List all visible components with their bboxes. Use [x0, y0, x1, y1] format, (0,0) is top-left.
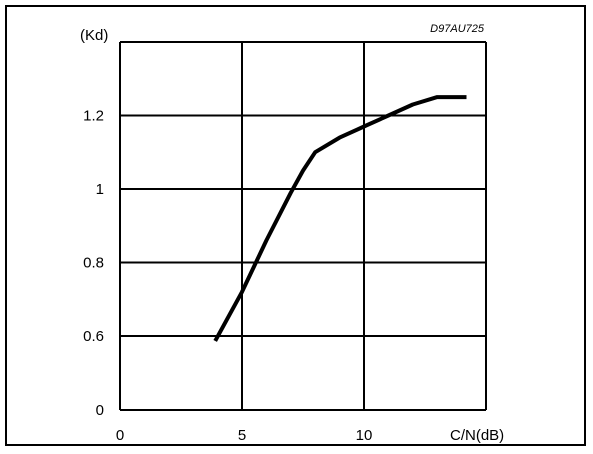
y-tick-labels: 0 0.6 0.8 1 1.2 — [83, 108, 104, 420]
x-tick-label: 0 — [116, 427, 124, 444]
y-tick-label: 1 — [96, 181, 104, 198]
figure-code-label: D97AU725 — [430, 23, 485, 35]
chart-frame — [5, 5, 586, 446]
x-tick-labels: 0 5 10 — [116, 427, 373, 444]
x-tick-label: 5 — [238, 427, 246, 444]
series-line — [213, 95, 467, 342]
axes — [119, 41, 487, 411]
y-tick-label: 0.6 — [83, 328, 104, 345]
y-tick-label: 0 — [96, 402, 104, 419]
x-tick-label: 10 — [356, 427, 373, 444]
grid — [120, 42, 486, 410]
y-axis-label: (Kd) — [80, 27, 108, 44]
x-axis-label: C/N(dB) — [450, 427, 504, 444]
y-tick-label: 0.8 — [83, 255, 104, 272]
y-tick-label: 1.2 — [83, 108, 104, 125]
